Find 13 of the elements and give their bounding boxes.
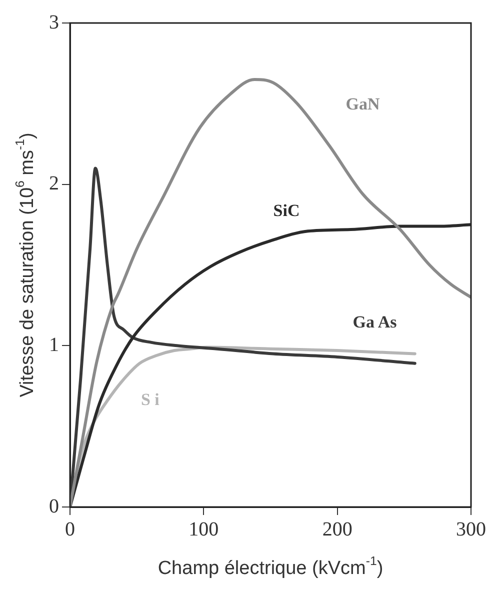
x-tick-label: 300 — [456, 518, 486, 540]
y-tick-label: 0 — [49, 495, 59, 518]
x-tick-label: 0 — [65, 518, 75, 540]
y-axis-title: Vitesse de saturation (106 ms-1) — [12, 132, 38, 398]
series-label: SiC — [273, 201, 300, 220]
x-tick-label: 100 — [188, 518, 219, 540]
y-tick-label: 2 — [49, 172, 59, 195]
y-tick-label: 1 — [49, 334, 59, 356]
y-tick-label: 3 — [49, 11, 59, 34]
x-tick-label: 200 — [322, 518, 352, 540]
series-label: Ga As — [352, 312, 398, 332]
series-label: GaN — [346, 94, 380, 114]
series-label: S i — [140, 390, 160, 409]
